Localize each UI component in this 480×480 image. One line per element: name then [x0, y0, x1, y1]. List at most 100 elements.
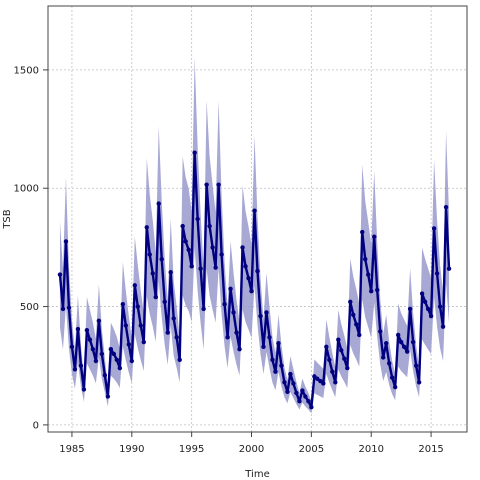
- tsb-point: [360, 229, 365, 235]
- tsb-point: [201, 306, 206, 312]
- tsb-point: [93, 358, 99, 364]
- tsb-point: [431, 226, 437, 231]
- tsb-point: [324, 344, 329, 349]
- tsb-point: [410, 339, 416, 345]
- tsb-points: [57, 150, 452, 410]
- tsb-point: [398, 339, 404, 345]
- tsb-point: [249, 288, 254, 294]
- tsb-point: [81, 387, 87, 392]
- tsb-point: [195, 216, 200, 222]
- tsb-point: [378, 329, 383, 334]
- tsb-point: [276, 341, 281, 346]
- tsb-point: [75, 326, 81, 332]
- tsb-point: [419, 291, 425, 296]
- tsb-point: [267, 335, 272, 340]
- y-tick-label: 500: [20, 302, 39, 313]
- tsb-point: [246, 275, 251, 281]
- tsb-point: [243, 264, 248, 269]
- tsb-point: [159, 257, 164, 262]
- tsb-point: [273, 369, 278, 374]
- tsb-point: [141, 339, 146, 345]
- tsb-point: [219, 252, 224, 257]
- tsb-point: [90, 346, 96, 352]
- tsb-point: [237, 346, 242, 352]
- tsb-point: [228, 286, 233, 292]
- tsb-point: [270, 357, 275, 363]
- tsb-point: [312, 374, 317, 379]
- tsb-point: [342, 356, 347, 361]
- tsb-point: [231, 310, 236, 315]
- tsb-point: [252, 208, 257, 213]
- y-tick-label: 1500: [14, 65, 39, 76]
- tsb-point: [99, 351, 105, 357]
- tsb-point: [129, 358, 134, 364]
- tsb-point: [165, 330, 170, 335]
- tsb-point: [300, 388, 305, 393]
- tsb-point: [192, 150, 197, 155]
- tsb-point: [132, 283, 137, 288]
- tsb-point: [63, 239, 69, 244]
- tsb-point: [291, 381, 296, 386]
- x-tick-label: 1995: [179, 444, 204, 455]
- x-tick-label: 2015: [418, 444, 443, 455]
- tsb-point: [345, 365, 350, 371]
- tsb-point: [354, 322, 359, 327]
- plot-frame: [47, 5, 468, 433]
- tsb-point: [428, 313, 434, 319]
- x-axis-title: Time: [244, 469, 269, 480]
- tsb-point: [204, 182, 209, 187]
- tsb-point: [264, 310, 269, 315]
- tsb-point: [404, 349, 410, 354]
- tsb-point: [123, 323, 129, 328]
- tsb-point: [225, 335, 230, 340]
- tsb-point: [339, 348, 344, 353]
- tsb-point: [156, 201, 161, 206]
- tsb-point: [222, 302, 227, 307]
- tsb-point: [258, 313, 263, 319]
- tsb-point: [108, 346, 114, 352]
- tsb-point: [189, 264, 194, 269]
- tsb-point: [434, 271, 440, 276]
- tsb-point: [111, 351, 117, 357]
- tsb-point: [440, 324, 446, 329]
- tsb-point: [282, 380, 287, 385]
- tsb-point: [366, 272, 371, 277]
- tsb-point: [66, 305, 72, 310]
- y-axis-ticks: 0 500 1000 1500: [14, 65, 48, 431]
- y-tick-label: 1000: [14, 184, 39, 195]
- tsb-point: [57, 272, 63, 277]
- x-tick-label: 1990: [119, 444, 144, 455]
- tsb-point: [198, 266, 203, 271]
- x-axis-ticks: 1985 1990 1995 2000 2005 2010 2015: [59, 432, 444, 455]
- tsb-point: [105, 394, 111, 399]
- tsb-point: [407, 306, 413, 312]
- tsb-point: [443, 204, 449, 210]
- tsb-point: [177, 357, 182, 363]
- tsb-point: [389, 375, 395, 380]
- tsb-point: [144, 225, 149, 230]
- x-tick-label: 2005: [299, 444, 324, 455]
- tsb-point: [303, 394, 308, 399]
- tsb-point: [383, 341, 389, 346]
- tsb-point: [401, 344, 407, 349]
- tsb-point: [117, 365, 123, 371]
- tsb-point: [168, 270, 173, 275]
- tsb-point: [372, 234, 377, 239]
- tsb-point: [162, 299, 167, 305]
- tsb-point: [147, 252, 152, 257]
- tsb-point: [369, 288, 374, 294]
- tsb-point: [72, 367, 78, 372]
- tsb-point: [327, 357, 332, 363]
- tsb-point: [330, 369, 335, 374]
- x-tick-label: 2010: [359, 444, 384, 455]
- tsb-point: [126, 342, 132, 347]
- tsb-point: [240, 245, 245, 250]
- tsb-point: [171, 316, 176, 321]
- tsb-point: [186, 247, 191, 252]
- tsb-point: [174, 335, 179, 340]
- tsb-point: [207, 223, 212, 229]
- tsb-point: [96, 318, 102, 323]
- tsb-point: [138, 323, 143, 328]
